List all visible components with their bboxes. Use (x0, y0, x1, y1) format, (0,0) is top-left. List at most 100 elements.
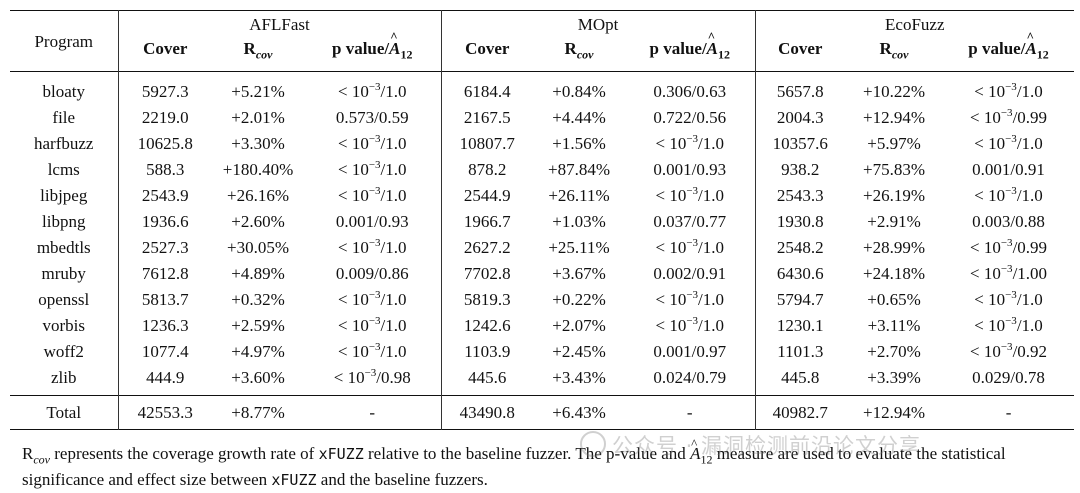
cover-cell: 2219.0 (117, 105, 212, 131)
pvalue-cell: < 10−3/1.0 (974, 81, 1043, 102)
program-name: lcms (47, 160, 80, 179)
cover-cell: 588.3 (117, 157, 212, 183)
rcov-cell: +3.11% (867, 316, 921, 335)
rcov-cell: +12.94% (863, 108, 926, 127)
cover-cell: 10807.7 (440, 131, 534, 157)
rcov-cell: +2.07% (552, 316, 606, 335)
cover-cell: 2544.9 (440, 183, 534, 209)
pvalue-cell: < 10−3/1.0 (974, 185, 1043, 206)
rcov-header: Rcov (243, 39, 273, 62)
cover-cell: 5819.3 (440, 287, 534, 313)
group-header-row: Program AFLFast MOpt EcoFuzz (10, 10, 1075, 51)
program-name: libjpeg (40, 186, 88, 205)
table-row: vorbis 1236.3 +2.59% < 10−3/1.0 1242.6 +2.07%… (10, 313, 1074, 339)
caption-a12-symbol: A12 (690, 431, 712, 465)
rcov-cell: +2.01% (231, 108, 285, 127)
pvalue-cell: 0.001/0.93 (335, 212, 409, 231)
pvalue-cell: 0.306/0.63 (653, 82, 727, 101)
table-caption: Rcov represents the coverage growth rate… (22, 431, 1072, 493)
cover-cell: 2004.3 (754, 105, 846, 131)
program-name: bloaty (42, 82, 86, 101)
rcov-cell: +3.39% (867, 368, 921, 387)
group-header-aflfast: AFLFast (117, 10, 442, 37)
rcov-cell: +28.99% (863, 238, 926, 257)
cover-cell: 445.8 (754, 365, 846, 391)
rcov-cell: +26.11% (548, 186, 610, 205)
table-body: bloaty 5927.3 +5.21% < 10−3/1.0 6184.4 +0.84%… (10, 71, 1075, 430)
rcov-cell: +3.67% (552, 264, 606, 283)
rcov-cell: +0.32% (231, 290, 285, 309)
rcov-cell: +0.22% (552, 290, 606, 309)
cover-cell: 445.6 (440, 365, 534, 391)
pvalue-cell: 0.037/0.77 (653, 212, 727, 231)
pvalue-cell: 0.722/0.56 (653, 108, 727, 127)
rcov-cell: +2.60% (231, 212, 285, 231)
rcov-cell: +0.65% (867, 290, 921, 309)
rcov-cell: +4.89% (231, 264, 285, 283)
rcov-cell: +3.30% (231, 134, 285, 153)
table-row: woff2 1077.4 +4.97% < 10−3/1.0 1103.9 +2.45% 0… (10, 339, 1074, 365)
cover-cell: 2548.2 (754, 235, 846, 261)
program-name: zlib (51, 368, 77, 387)
pvalue-cell: < 10−3/0.92 (970, 341, 1048, 362)
pvalue-cell: 0.001/0.93 (653, 160, 727, 179)
pvalue-cell: 0.029/0.78 (972, 368, 1045, 387)
cover-cell: 1236.3 (117, 313, 212, 339)
rcov-cell: +3.43% (552, 368, 606, 387)
rcov-cell: +8.77% (231, 402, 285, 422)
pvalue-cell: < 10−3/1.0 (655, 289, 725, 310)
cover-cell: 10625.8 (117, 131, 212, 157)
cover-cell: 7702.8 (440, 261, 534, 287)
rcov-cell: +5.97% (867, 134, 921, 153)
table-row: mruby 7612.8 +4.89% 0.009/0.86 7702.8 +3.67% 0… (10, 261, 1074, 287)
tool-name: xFUZZ (271, 471, 317, 489)
group-header-ecofuzz: EcoFuzz (754, 10, 1075, 37)
cover-header: Cover (440, 37, 534, 72)
cover-cell: 1103.9 (440, 339, 534, 365)
cover-cell: 5657.8 (754, 79, 846, 105)
rcov-cell: +25.11% (548, 238, 610, 257)
pvalue-cell: < 10−3/1.0 (337, 237, 407, 258)
pvalue-cell: < 10−3/1.0 (337, 133, 407, 154)
rcov-cell: +4.44% (552, 108, 606, 127)
pvalue-cell: < 10−3/1.0 (655, 315, 725, 336)
table-row: openssl 5813.7 +0.32% < 10−3/1.0 5819.3 +0.22… (10, 287, 1074, 313)
metric-header-row: Cover Rcov p value/A12 Cover Rcov p valu… (10, 29, 1074, 72)
cover-cell: 2167.5 (440, 105, 534, 131)
pvalue-cell: 0.001/0.91 (972, 160, 1045, 179)
program-name: vorbis (42, 316, 86, 335)
table-row: mbedtls 2527.3 +30.05% < 10−3/1.0 2627.2 +25.… (10, 235, 1074, 261)
program-name: mruby (41, 264, 86, 283)
rcov-cell: +180.40% (222, 160, 294, 179)
cover-cell: 1101.3 (754, 339, 846, 365)
pvalue-cell: 0.024/0.79 (653, 368, 727, 387)
rcov-cell: +24.18% (863, 264, 926, 283)
cover-cell: 938.2 (754, 157, 846, 183)
pvalue-cell: < 10−3/1.0 (337, 289, 407, 310)
cover-cell: 2543.9 (117, 183, 212, 209)
program-header: Program (34, 31, 94, 51)
watermark: 公众号 · 漏洞检测前沿论文分享 (580, 430, 921, 460)
caption-rcov-symbol: Rcov (22, 444, 50, 467)
cover-cell: 7612.8 (117, 261, 212, 287)
pvalue-header: p value/A12 (943, 29, 1074, 72)
program-name: harfbuzz (34, 134, 94, 153)
tool-name: xFUZZ (318, 445, 364, 463)
table-row: lcms 588.3 +180.40% < 10−3/1.0 878.2 +87.84% 0… (10, 157, 1074, 183)
rcov-cell: +10.22% (863, 82, 926, 101)
cover-cell: 1936.6 (117, 209, 212, 235)
rcov-cell: +5.21% (231, 82, 285, 101)
cover-cell: 6184.4 (440, 79, 534, 105)
pvalue-cell: < 10−3/1.0 (974, 133, 1043, 154)
cover-cell: 42553.3 (117, 395, 212, 430)
pvalue-cell: 0.009/0.86 (335, 264, 409, 283)
rcov-cell: +6.43% (552, 402, 606, 422)
rcov-cell: +2.70% (867, 342, 921, 361)
cover-header: Cover (754, 37, 846, 72)
pvalue-cell: 0.002/0.91 (653, 264, 727, 283)
rcov-header: Rcov (879, 39, 909, 62)
rcov-cell: +1.56% (552, 134, 606, 153)
table-row: harfbuzz 10625.8 +3.30% < 10−3/1.0 10807.7 +1… (10, 131, 1074, 157)
results-table: Program AFLFast MOpt EcoFuzz Cover Rcov … (10, 10, 1075, 430)
